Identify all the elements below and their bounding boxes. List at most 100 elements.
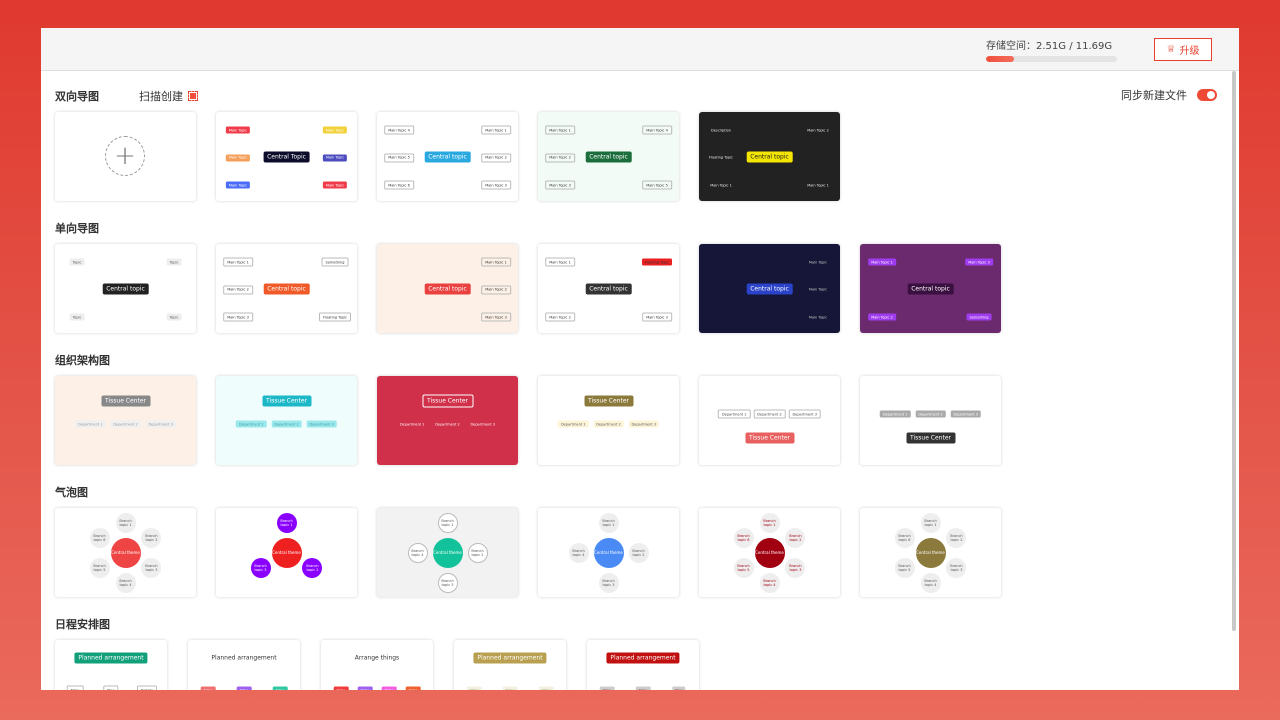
- central-node: Central theme: [754, 537, 785, 568]
- topic-node: Description: [708, 126, 734, 134]
- template-card[interactable]: Main Topic 1 Main Topic 2 Floating Topic Ma…: [538, 244, 679, 333]
- topic-node: Department 2: [271, 420, 302, 428]
- bubble-node: Branch topic 3: [946, 557, 967, 578]
- template-card[interactable]: Time Time Time Time Arrange things: [321, 640, 433, 690]
- topic-node: Department 3: [628, 420, 660, 428]
- bubble-node: Branch topic 6: [89, 527, 110, 548]
- template-card[interactable]: Branch topic 1 Branch topic 2 Branch topic…: [699, 508, 840, 597]
- template-card[interactable]: Branch topic 1 Branch topic 2 Branch topic…: [377, 508, 518, 597]
- section-title: 气泡图: [55, 486, 88, 499]
- central-node: Central topic: [585, 151, 632, 162]
- template-card[interactable]: Main Topic 4 Main Topic 5 Main Topic 6 Main…: [377, 112, 518, 201]
- section-header: 气泡图: [55, 483, 1239, 501]
- topic-node: Department 1: [235, 420, 267, 428]
- topic-node: Plan: [672, 686, 686, 690]
- template-card[interactable]: Branch topic 1 Branch topic 2 Branch topic…: [860, 508, 1001, 597]
- template-card[interactable]: Time Time Time Planned arrangement: [454, 640, 566, 690]
- template-card[interactable]: Time Plan Details Planned arrangement: [55, 640, 167, 690]
- template-card[interactable]: Department 1 Department 2 Department 3 Tiss…: [538, 376, 679, 465]
- central-node: Central topic: [907, 283, 954, 294]
- storage-label: 存储空间：2.51G / 11.69G: [986, 41, 1113, 52]
- template-card[interactable]: Branch topic 1 Branch topic 2 Branch topic…: [216, 508, 357, 597]
- section-title: 日程安排图: [55, 618, 110, 631]
- template-list: Branch topic 1 Branch topic 2 Branch topic…: [55, 508, 1239, 597]
- scan-label: 扫描创建: [139, 90, 183, 103]
- bubble-node: Branch topic 4: [115, 572, 136, 593]
- template-card[interactable]: Main Topic Main Topic Main Topic Main Topic…: [216, 112, 357, 201]
- topic-node: Plan: [103, 685, 119, 690]
- scan-create-button[interactable]: 扫描创建: [139, 88, 198, 104]
- topic-node: Something: [966, 313, 992, 321]
- topic-node: Main Topic 6: [384, 180, 414, 190]
- template-card[interactable]: Time Time Time Planned arrangement: [188, 640, 300, 690]
- template-card[interactable]: Description Floating Topic Main Topic 1 Mai…: [699, 112, 840, 201]
- template-card[interactable]: Time Time Plan Planned arrangement: [587, 640, 699, 690]
- template-card[interactable]: Branch topic 1 Branch topic 2 Branch topic…: [55, 508, 196, 597]
- template-card[interactable]: Department 1 Department 2 Department 3 Tiss…: [55, 376, 196, 465]
- template-card[interactable]: Branch topic 1 Branch topic 2 Branch topic…: [538, 508, 679, 597]
- topic-node: Department 1: [74, 420, 106, 428]
- topic-node: Floating Topic: [319, 312, 351, 322]
- upgrade-button[interactable]: ♕ 升级: [1154, 38, 1212, 61]
- template-card[interactable]: Main Topic 1 Main Topic 2 Main Topic 3 Some…: [860, 244, 1001, 333]
- topic-node: Main Topic: [805, 286, 831, 293]
- bubble-node: Branch topic 6: [894, 527, 915, 548]
- bubble-node: Branch topic 5: [733, 557, 754, 578]
- topic-node: Topic: [166, 313, 182, 321]
- section-header: 双向导图 扫描创建: [55, 87, 1239, 105]
- section-schedule: 日程安排图 Time Plan Details Planned arrangement T…: [55, 599, 1239, 690]
- topic-node: Main Topic: [322, 181, 348, 189]
- template-card[interactable]: Department 1 Department 2 Department 3 Tiss…: [699, 376, 840, 465]
- scrollbar[interactable]: [1232, 71, 1236, 631]
- topic-node: Time: [381, 686, 397, 690]
- template-list: Time Plan Details Planned arrangement Time Ti…: [55, 640, 1239, 690]
- new-blank-card[interactable]: +: [55, 112, 196, 201]
- sync-new-file: 同步新建文件: [1121, 87, 1217, 103]
- template-list: Topic Topic Topic Topic Central topic Main To…: [55, 244, 1239, 333]
- central-node: Central theme: [271, 537, 302, 568]
- template-list: + Main Topic Main Topic Main Topic Main Topi…: [55, 112, 1239, 201]
- central-node: Central topic: [263, 283, 310, 294]
- bubble-node: Branch topic 1: [115, 512, 136, 533]
- sync-toggle[interactable]: [1197, 89, 1217, 101]
- template-card[interactable]: Department 1 Department 2 Department 3 Tiss…: [860, 376, 1001, 465]
- topic-node: Department 1: [717, 409, 751, 419]
- topic-node: Time: [236, 686, 252, 690]
- central-node: Central theme: [110, 537, 141, 568]
- section-header: 日程安排图: [55, 615, 1239, 633]
- topic-node: Main Topic 3: [481, 312, 511, 322]
- topic-node: Main Topic 2: [223, 285, 253, 294]
- topic-node: Time: [200, 686, 216, 690]
- section-header: 组织架构图: [55, 351, 1239, 369]
- topic-node: Time: [333, 686, 349, 690]
- topic-node: Main Topic 3: [481, 180, 511, 190]
- central-node: Tissue Center: [422, 394, 473, 408]
- scan-icon: [188, 91, 198, 101]
- section-mind: 单向导图 Topic Topic Topic Topic Central topic Mai…: [55, 203, 1239, 335]
- template-card[interactable]: Main Topic Main Topic Main Topic Central to…: [699, 244, 840, 333]
- template-card[interactable]: Main Topic 1 Main Topic 2 Main Topic 3 Main…: [538, 112, 679, 201]
- topic-node: Main Topic 5: [642, 180, 672, 190]
- topic-node: Main Topic 1: [481, 257, 511, 267]
- template-card[interactable]: Main Topic 1 Main Topic 2 Main Topic 3 Some…: [216, 244, 357, 333]
- topic-node: Main Topic: [225, 126, 251, 134]
- topic-node: Floating Topic: [642, 258, 672, 266]
- topic-node: Time: [502, 686, 518, 690]
- topic-node: Main Topic: [322, 154, 348, 161]
- bubble-node: Branch topic 2: [946, 527, 967, 548]
- sync-label: 同步新建文件: [1121, 89, 1187, 102]
- central-node: Central Topic: [263, 151, 310, 162]
- app-window: 存储空间：2.51G / 11.69G ♕ 升级 同步新建文件 双向导图 扫描创建…: [41, 28, 1239, 690]
- section-mind: 双向导图 扫描创建 + Main Topic Main Topic Main Topic M…: [55, 71, 1239, 203]
- template-card[interactable]: Main Topic 1 Main Topic 2 Main Topic 3 Cent…: [377, 244, 518, 333]
- template-card[interactable]: Department 1 Department 2 Department 3 Tiss…: [377, 376, 518, 465]
- central-node: Tissue Center: [584, 395, 633, 407]
- topic-node: Department 1: [879, 410, 911, 418]
- topic-node: Floating Topic: [706, 154, 736, 161]
- section-org: 组织架构图 Department 1 Department 2 Department …: [55, 335, 1239, 467]
- template-card[interactable]: Topic Topic Topic Topic Central topic: [55, 244, 196, 333]
- topic-node: Department 3: [467, 420, 499, 428]
- bubble-node: Branch topic 4: [920, 572, 941, 593]
- template-card[interactable]: Department 1 Department 2 Department 3 Tiss…: [216, 376, 357, 465]
- central-node: Planned arrangement: [606, 652, 680, 664]
